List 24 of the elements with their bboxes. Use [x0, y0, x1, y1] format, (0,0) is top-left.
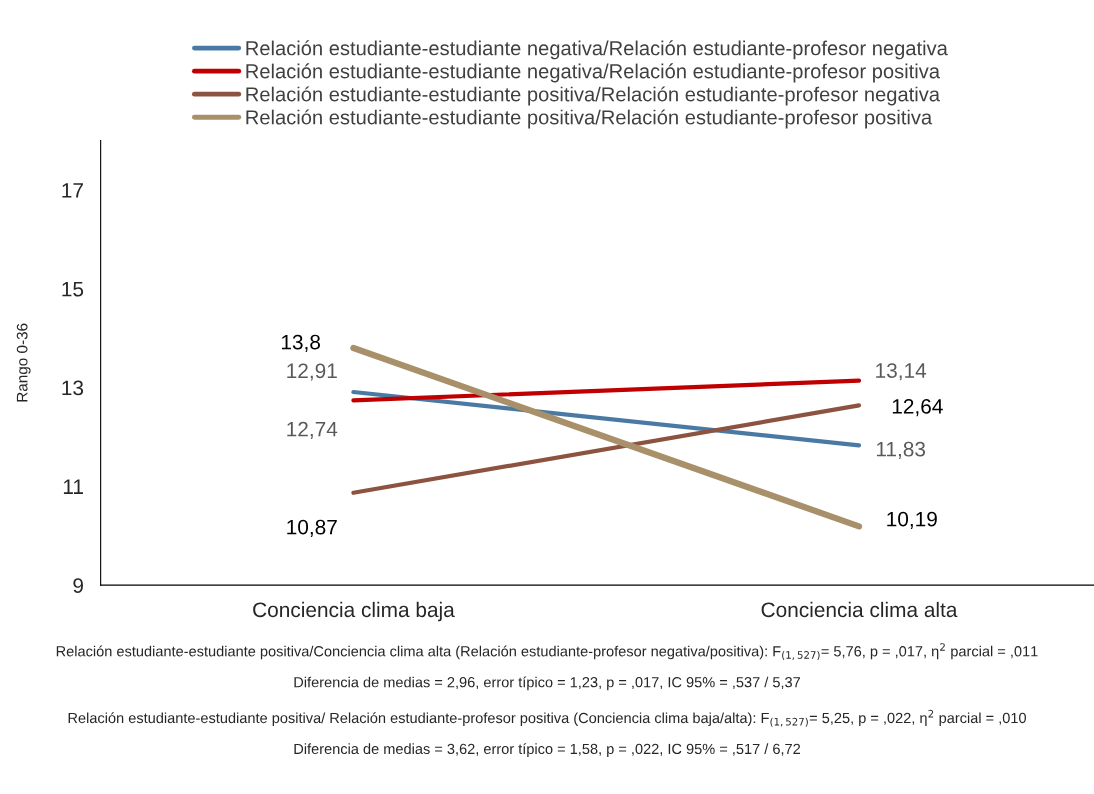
data-label: 12,74	[287, 421, 338, 440]
legend-label: Relación estudiante-estudiante positiva/Relación estudiante-profesor negativa	[246, 86, 940, 106]
text: Diferencia de medias = 2,96, error típico = 1,23, p = ,017, IC 95% = ,537 / 5,37	[294, 676, 801, 691]
text: Diferencia de medias = 3,62, error típico = 1,58, p = ,022, IC 95% = ,517 / 6,72	[294, 743, 801, 757]
data-label: 13,14	[876, 363, 927, 381]
y-tick-label: 13	[62, 380, 84, 396]
x-tick-label: Conciencia clima baja	[253, 601, 455, 622]
y-tick-label: 9	[73, 578, 83, 593]
y-axis-title: Rango 0-36	[16, 323, 31, 402]
data-label: 12,91	[287, 363, 337, 381]
data-label: 12,64	[892, 398, 943, 417]
legend-label: Relación estudiante-estudiante positiva/Relación estudiante-profesor positiva	[246, 109, 933, 129]
y-tick-label: 11	[63, 479, 83, 494]
y-tick-label: 15	[62, 281, 84, 297]
legend-label: Relación estudiante-estudiante negativa/Relación estudiante-profesor positiva	[246, 63, 940, 83]
data-label: 10,87	[287, 519, 337, 537]
y-tick-label: 17	[62, 183, 83, 198]
data-label: 11,83	[876, 441, 926, 459]
x-tick-label: Conciencia clima alta	[761, 601, 958, 618]
text: Relación estudiante-estudiante positiva/ Relación estudiante-profesor positiva (Conciencia clima baja/alta): F$_{(1,527)}$= 5,25, p = ,022, η$^{2}$ parcial = ,010	[68, 709, 1026, 727]
text: Relación estudiante-estudiante positiva/Conciencia clima alta (Relación estudiante-profesor negativa/positiva): F$_{(1,527)}$= 5,76, p = ,017, η$^{2}$ parcial = ,011	[56, 643, 1038, 661]
legend-label: Relación estudiante-estudiante negativa/Relación estudiante-profesor negativa	[246, 40, 948, 60]
data-label: 13,8	[281, 334, 321, 352]
data-label: 10,19	[887, 511, 937, 529]
